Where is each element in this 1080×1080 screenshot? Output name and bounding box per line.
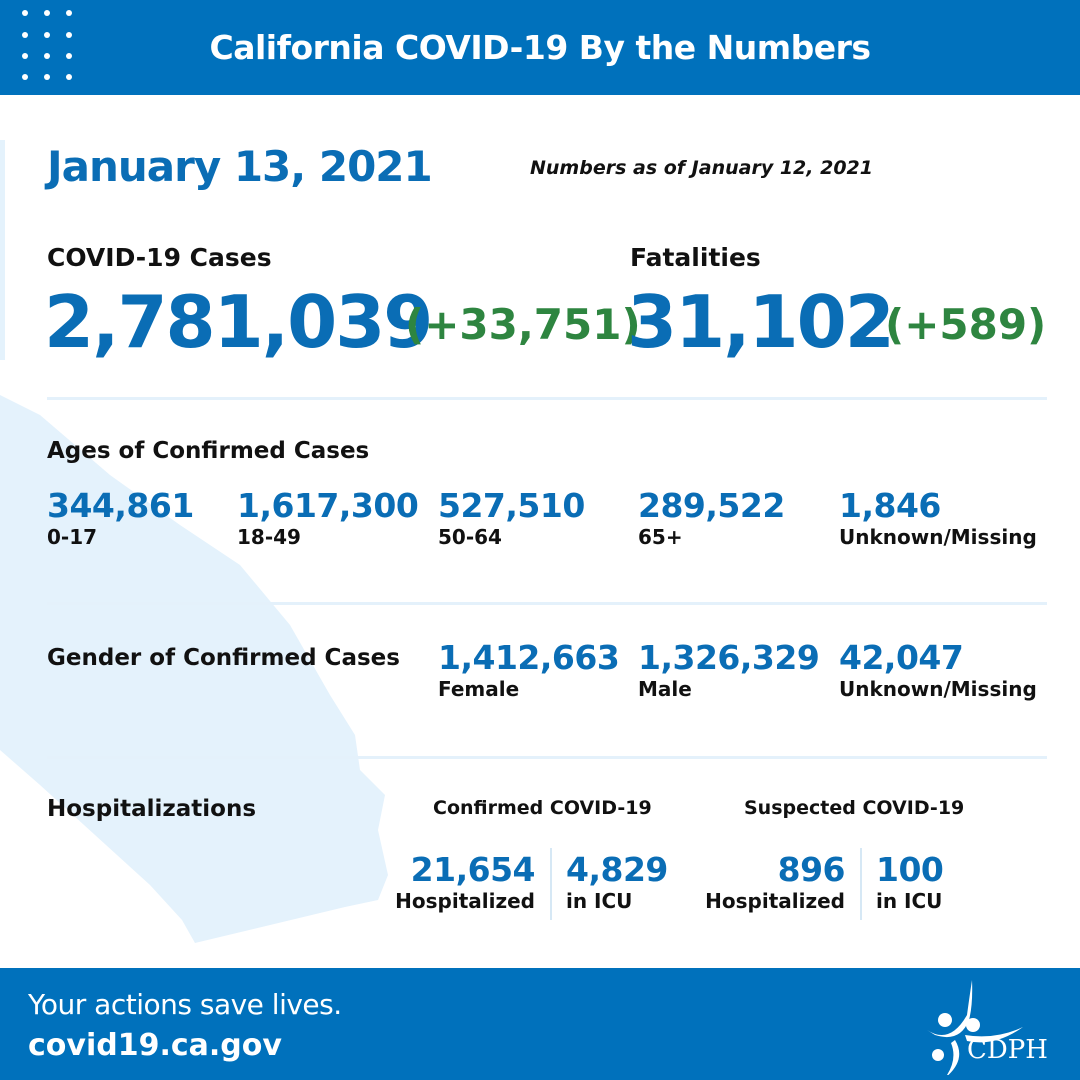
divider (860, 848, 862, 920)
cases-change: (+33,751) (405, 300, 641, 349)
fatalities-label: Fatalities (630, 243, 761, 272)
confirmed-icu-value: 4,829 (566, 850, 668, 889)
gender-category: Female (438, 677, 520, 701)
footer-tagline: Your actions save lives. (28, 988, 342, 1021)
as-of-date: Numbers as of January 12, 2021 (530, 157, 873, 179)
gender-category: Unknown/Missing (839, 677, 1037, 701)
fatalities-total: 31,102 (627, 280, 895, 364)
age-item: 1,617,300 18-49 (237, 486, 419, 549)
footer-url[interactable]: covid19.ca.gov (28, 1028, 282, 1063)
page-title: California COVID-19 By the Numbers (209, 28, 872, 67)
gender-item: 1,326,329 Male (638, 638, 820, 701)
suspected-hospitalized-value: 896 (777, 850, 846, 889)
report-date: January 13, 2021 (47, 142, 433, 191)
age-value: 1,846 (839, 486, 941, 525)
divider (47, 756, 1047, 759)
age-range: 0-17 (47, 525, 98, 549)
divider (47, 397, 1047, 400)
cases-label: COVID-19 Cases (47, 243, 272, 272)
suspected-icu-label: in ICU (876, 889, 943, 913)
confirmed-hospitalized-value: 21,654 (410, 850, 536, 889)
age-item: 1,846 Unknown/Missing (839, 486, 1037, 549)
gender-value: 1,412,663 (438, 638, 620, 677)
hospitalizations-label: Hospitalizations (47, 796, 257, 822)
age-value: 289,522 (638, 486, 785, 525)
age-range: 50-64 (438, 525, 502, 549)
fatalities-change: (+589) (885, 300, 1047, 349)
cases-total: 2,781,039 (44, 280, 433, 364)
svg-text:CDPH: CDPH (967, 1035, 1048, 1065)
gender-value: 42,047 (839, 638, 964, 677)
suspected-icu-value: 100 (876, 850, 944, 889)
ages-label: Ages of Confirmed Cases (47, 438, 370, 464)
age-item: 344,861 0-17 (47, 486, 194, 549)
gender-label: Gender of Confirmed Cases (47, 645, 400, 671)
age-item: 289,522 65+ (638, 486, 785, 549)
dots-decoration (22, 10, 72, 80)
footer-bar (0, 968, 1080, 1080)
age-value: 527,510 (438, 486, 585, 525)
confirmed-hospitalized-label: Hospitalized (395, 889, 535, 913)
age-range: 65+ (638, 525, 683, 549)
suspected-hospitalized: 896 Hospitalized (690, 850, 845, 913)
gender-item: 1,412,663 Female (438, 638, 620, 701)
confirmed-icu-label: in ICU (566, 889, 633, 913)
gender-item: 42,047 Unknown/Missing (839, 638, 1037, 701)
divider (47, 602, 1047, 605)
divider (550, 848, 552, 920)
confirmed-icu: 4,829 in ICU (566, 850, 668, 913)
confirmed-label: Confirmed COVID-19 (433, 797, 652, 819)
cdph-logo: CDPH (927, 980, 1048, 1075)
suspected-label: Suspected COVID-19 (744, 797, 965, 819)
confirmed-hospitalized: 21,654 Hospitalized (380, 850, 535, 913)
california-map-background (0, 140, 388, 943)
suspected-icu: 100 in ICU (876, 850, 944, 913)
age-value: 344,861 (47, 486, 194, 525)
suspected-hospitalized-label: Hospitalized (705, 889, 845, 913)
gender-category: Male (638, 677, 692, 701)
age-range: Unknown/Missing (839, 525, 1037, 549)
age-value: 1,617,300 (237, 486, 419, 525)
age-range: 18-49 (237, 525, 301, 549)
header-bar (0, 0, 1080, 95)
age-item: 527,510 50-64 (438, 486, 585, 549)
gender-value: 1,326,329 (638, 638, 820, 677)
